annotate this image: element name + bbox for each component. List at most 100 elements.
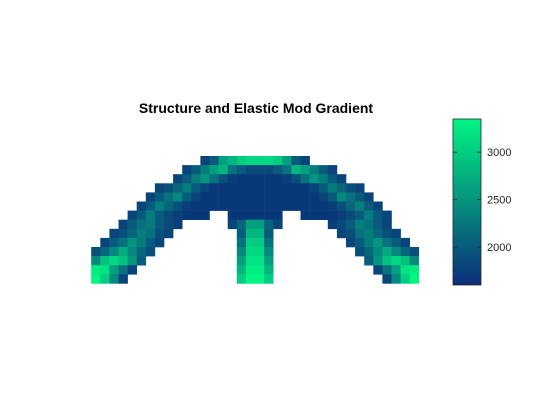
heatmap-cell bbox=[200, 174, 209, 183]
heatmap-cell bbox=[382, 211, 391, 220]
heatmap-cell bbox=[228, 211, 237, 220]
heatmap-cell bbox=[337, 211, 346, 220]
heatmap-cell bbox=[355, 211, 364, 220]
heatmap-cell bbox=[301, 183, 310, 192]
heatmap-cell bbox=[337, 192, 346, 201]
heatmap-cell bbox=[219, 156, 228, 165]
heatmap-cell bbox=[219, 202, 228, 211]
heatmap-cell bbox=[346, 202, 355, 211]
heatmap-cell bbox=[255, 247, 264, 256]
heatmap-cell bbox=[364, 247, 373, 256]
heatmap-cell bbox=[337, 229, 346, 238]
heatmap-cell bbox=[237, 165, 246, 174]
heatmap-cell bbox=[128, 220, 137, 229]
heatmap-cell bbox=[210, 174, 219, 183]
heatmap-cell bbox=[210, 202, 219, 211]
heatmap-cell bbox=[237, 202, 246, 211]
heatmap-cell bbox=[364, 238, 373, 247]
heatmap-cell bbox=[264, 174, 273, 183]
heatmap-cell bbox=[255, 220, 264, 229]
heatmap-cell bbox=[337, 183, 346, 192]
heatmap-cell bbox=[137, 238, 146, 247]
heatmap-cell bbox=[255, 274, 264, 283]
heatmap-cell bbox=[100, 256, 109, 265]
heatmap-cell bbox=[210, 165, 219, 174]
heatmap-cell bbox=[346, 192, 355, 201]
heatmap-cell bbox=[228, 192, 237, 201]
heatmap-cell bbox=[282, 202, 291, 211]
heatmap-cell bbox=[264, 247, 273, 256]
heatmap-cell bbox=[264, 156, 273, 165]
heatmap-cell bbox=[364, 220, 373, 229]
heatmap-cell bbox=[173, 174, 182, 183]
heatmap-cell bbox=[310, 202, 319, 211]
heatmap-cell bbox=[109, 256, 118, 265]
heatmap-cell bbox=[373, 211, 382, 220]
heatmap-cell bbox=[273, 165, 282, 174]
heatmap-cell bbox=[191, 192, 200, 201]
heatmap-cell bbox=[100, 265, 109, 274]
heatmap-cell bbox=[282, 174, 291, 183]
heatmap-cell bbox=[155, 192, 164, 201]
heatmap-cell bbox=[346, 183, 355, 192]
heatmap-cell bbox=[392, 274, 401, 283]
heatmap-cell bbox=[301, 192, 310, 201]
heatmap-cell bbox=[219, 165, 228, 174]
heatmap-cell bbox=[291, 174, 300, 183]
heatmap-cell bbox=[255, 211, 264, 220]
heatmap-cell bbox=[91, 256, 100, 265]
heatmap-cell bbox=[246, 274, 255, 283]
heatmap-cell bbox=[228, 220, 237, 229]
heatmap-cell bbox=[246, 229, 255, 238]
heatmap-cell bbox=[109, 229, 118, 238]
heatmap-cell bbox=[355, 229, 364, 238]
heatmap-cell bbox=[91, 274, 100, 283]
heatmap-cell bbox=[146, 211, 155, 220]
heatmap-cell bbox=[210, 192, 219, 201]
heatmap-plot bbox=[91, 156, 419, 284]
heatmap-cell bbox=[282, 165, 291, 174]
heatmap-cell bbox=[401, 256, 410, 265]
heatmap-cell bbox=[373, 202, 382, 211]
heatmap-cell bbox=[164, 211, 173, 220]
heatmap-cell bbox=[182, 183, 191, 192]
heatmap-cell bbox=[237, 220, 246, 229]
heatmap-cell bbox=[282, 156, 291, 165]
colorbar-gradient bbox=[453, 119, 481, 285]
heatmap-cell bbox=[109, 274, 118, 283]
heatmap-cell bbox=[264, 256, 273, 265]
heatmap-cell bbox=[200, 165, 209, 174]
heatmap-cell bbox=[392, 238, 401, 247]
heatmap-cell bbox=[255, 238, 264, 247]
heatmap-cell bbox=[264, 238, 273, 247]
heatmap-cell bbox=[237, 265, 246, 274]
heatmap-cell bbox=[237, 174, 246, 183]
heatmap-cell bbox=[264, 211, 273, 220]
heatmap-cell bbox=[364, 192, 373, 201]
heatmap-cell bbox=[146, 229, 155, 238]
heatmap-cell bbox=[319, 202, 328, 211]
heatmap-cell bbox=[128, 229, 137, 238]
heatmap-cell bbox=[364, 229, 373, 238]
heatmap-cell bbox=[119, 265, 128, 274]
heatmap-cell bbox=[255, 229, 264, 238]
heatmap-cell bbox=[255, 202, 264, 211]
heatmap-cell bbox=[301, 174, 310, 183]
heatmap-cell bbox=[237, 183, 246, 192]
heatmap-cell bbox=[355, 202, 364, 211]
heatmap-cell bbox=[255, 265, 264, 274]
heatmap-cell bbox=[255, 156, 264, 165]
heatmap-cell bbox=[337, 220, 346, 229]
heatmap-cell bbox=[146, 238, 155, 247]
heatmap-cell bbox=[155, 220, 164, 229]
heatmap-cell bbox=[155, 238, 164, 247]
heatmap-cell bbox=[146, 247, 155, 256]
heatmap-cell bbox=[364, 211, 373, 220]
heatmap-cell bbox=[282, 192, 291, 201]
heatmap-cell bbox=[237, 192, 246, 201]
heatmap-cell bbox=[155, 183, 164, 192]
colorbar-tick-label: 3000 bbox=[487, 147, 511, 159]
heatmap-cell bbox=[246, 211, 255, 220]
colorbar-tick-label: 2000 bbox=[487, 242, 511, 254]
heatmap-cell bbox=[355, 247, 364, 256]
